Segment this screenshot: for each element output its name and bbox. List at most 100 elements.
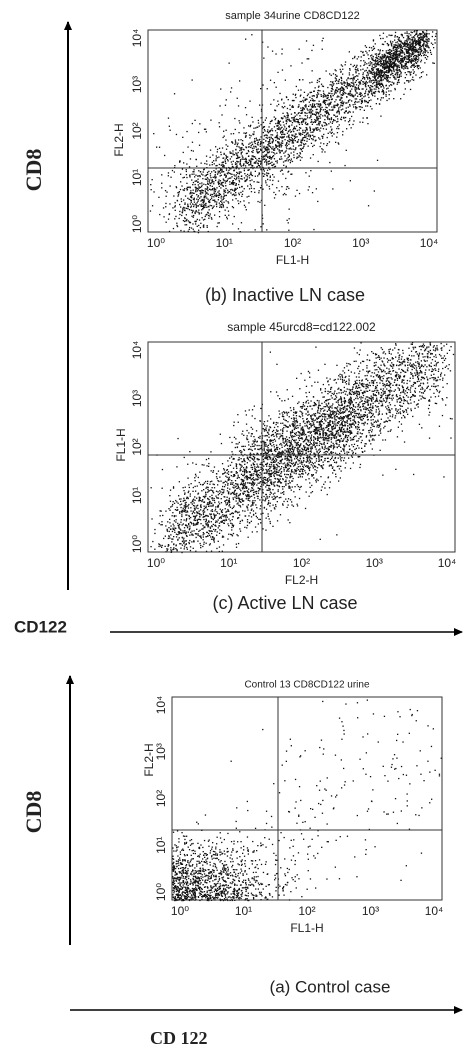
event-dot — [418, 48, 420, 50]
event-dot — [240, 222, 243, 224]
event-dot — [328, 99, 330, 101]
event-dot — [424, 397, 426, 400]
event-dot — [403, 93, 405, 95]
event-dot — [409, 47, 411, 49]
event-dot — [187, 203, 189, 205]
event-dot — [400, 49, 402, 51]
event-dot — [326, 144, 328, 147]
event-dot — [324, 439, 326, 441]
event-dot — [348, 445, 350, 447]
event-dot — [183, 548, 185, 550]
event-dot — [370, 55, 372, 57]
event-dot — [388, 56, 390, 58]
event-dot — [401, 430, 403, 432]
event-dot — [276, 495, 278, 498]
event-dot — [185, 501, 187, 504]
event-dot — [250, 160, 252, 162]
event-dot — [302, 147, 304, 149]
event-dot — [238, 183, 240, 186]
event-dot — [209, 503, 211, 505]
event-dot — [332, 422, 334, 424]
event-dot — [218, 183, 220, 185]
event-dot — [166, 548, 168, 550]
event-dot — [326, 418, 328, 420]
event-dot — [239, 156, 241, 158]
event-dot — [299, 153, 302, 155]
event-dot — [173, 502, 176, 504]
event-dot — [302, 99, 304, 102]
event-dot — [309, 126, 311, 128]
event-dot — [192, 524, 195, 526]
event-dot — [411, 51, 414, 53]
event-dot — [258, 488, 260, 490]
event-dot — [375, 75, 377, 77]
event-dot — [240, 165, 242, 167]
event-dot — [370, 87, 372, 89]
event-dot — [372, 76, 374, 78]
event-dot — [358, 106, 360, 108]
event-dot — [419, 372, 421, 374]
event-dot — [357, 70, 359, 72]
event-dot — [392, 363, 394, 366]
event-dot — [214, 501, 216, 504]
event-dot — [294, 121, 296, 123]
event-dot — [212, 181, 214, 183]
event-dot — [187, 230, 189, 232]
event-dot — [218, 122, 220, 124]
event-dot — [401, 417, 403, 419]
event-dot — [320, 83, 323, 85]
event-dot — [285, 120, 287, 122]
event-dot — [197, 211, 199, 213]
event-dot — [188, 490, 190, 492]
event-dot — [349, 401, 351, 403]
event-dot — [335, 395, 337, 397]
event-dot — [276, 467, 278, 469]
event-dot — [293, 120, 295, 122]
event-dot — [308, 58, 310, 60]
event-dot — [388, 368, 390, 370]
event-dot — [406, 61, 408, 63]
event-dot — [405, 57, 407, 59]
event-dot — [345, 102, 347, 104]
event-dot — [195, 507, 197, 509]
event-dot — [368, 91, 370, 93]
event-dot — [207, 183, 209, 185]
event-dot — [247, 146, 250, 148]
event-dot — [285, 127, 288, 130]
event-dot — [278, 121, 280, 123]
event-dot — [415, 30, 418, 32]
event-dot — [200, 200, 202, 202]
event-dot — [260, 226, 262, 228]
event-dot — [332, 121, 334, 123]
event-dot — [288, 120, 291, 122]
event-dot — [269, 463, 271, 466]
event-dot — [322, 101, 324, 104]
event-dot — [348, 110, 350, 113]
event-dot — [289, 104, 291, 106]
event-dot — [282, 117, 284, 119]
event-dot — [165, 206, 167, 208]
event-dot — [255, 512, 257, 514]
event-dot — [393, 98, 395, 100]
event-dot — [397, 57, 399, 59]
event-dot — [371, 429, 373, 431]
event-dot — [398, 56, 400, 58]
event-dot — [240, 152, 242, 154]
event-dot — [257, 122, 260, 124]
event-dot — [362, 394, 365, 397]
event-dot — [253, 147, 255, 149]
event-dot — [342, 432, 344, 434]
event-dot — [343, 116, 345, 119]
event-dot — [430, 42, 433, 44]
event-dot — [184, 486, 186, 488]
event-dot — [329, 405, 331, 407]
event-dot — [172, 227, 175, 230]
event-dot — [304, 99, 307, 101]
event-dot — [377, 68, 379, 70]
event-dot — [212, 536, 214, 538]
event-dot — [280, 127, 282, 129]
event-dot — [352, 85, 354, 88]
event-dot — [192, 499, 194, 501]
event-dot — [338, 107, 340, 109]
event-dot — [338, 398, 340, 401]
